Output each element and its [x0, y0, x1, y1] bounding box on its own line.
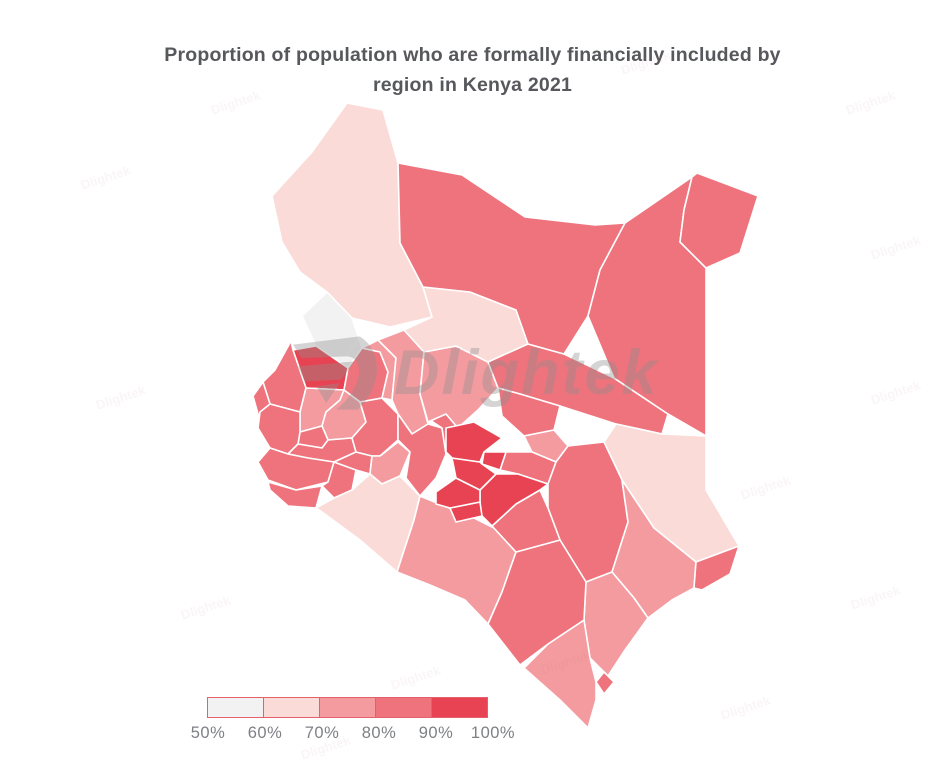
region-kwale[interactable]: Kwale: 70-80%: [523, 619, 597, 729]
legend-tick-label: 60%: [247, 724, 283, 742]
region-nakuru[interactable]: Nakuru: 80-90%: [397, 413, 447, 497]
legend-tick-label: 50%: [190, 724, 226, 742]
region-tana-river[interactable]: Tana River: 70-80%: [611, 479, 697, 619]
legend-tick-label: 70%: [304, 724, 340, 742]
region-mandera[interactable]: Mandera: 80-90%: [679, 172, 759, 269]
legend-tick-label: 80%: [361, 724, 397, 742]
region-kirinyaga[interactable]: Kirinyaga: 90-100%: [481, 451, 507, 471]
chart-title-wrap: Proportion of population who are formall…: [0, 40, 945, 100]
region-narok[interactable]: Narok: 60-70%: [315, 473, 421, 573]
legend-cell-90-100%: [431, 697, 488, 718]
counties-group: Turkana: 60-70% West Pokot: 50-60% Trans…: [252, 102, 759, 729]
legend-cells: [207, 697, 488, 718]
chart-title: Proportion of population who are formall…: [164, 44, 781, 97]
legend: 50% 60% 70% 80% 90% 100%: [191, 697, 515, 742]
legend-cell-60-70%: [263, 697, 320, 718]
legend-tick-label: 90%: [418, 724, 454, 742]
region-marsabit[interactable]: Marsabit: 80-90%: [397, 162, 626, 355]
region-mombasa[interactable]: Mombasa: 80-90%: [595, 671, 615, 695]
region-lamu[interactable]: Lamu: 80-90%: [693, 545, 740, 591]
legend-cell-70-80%: [319, 697, 376, 718]
legend-tick-label: 100%: [470, 724, 516, 742]
region-taita-taveta[interactable]: Taita Taveta: 80-90%: [487, 539, 587, 666]
legend-cell-50-60%: [207, 697, 264, 718]
region-nyeri[interactable]: Nyeri: 90-100%: [445, 421, 503, 463]
legend-cell-80-90%: [375, 697, 432, 718]
legend-labels: 50% 60% 70% 80% 90% 100%: [191, 724, 515, 744]
region-siaya[interactable]: Siaya: 80-90%: [257, 403, 301, 455]
